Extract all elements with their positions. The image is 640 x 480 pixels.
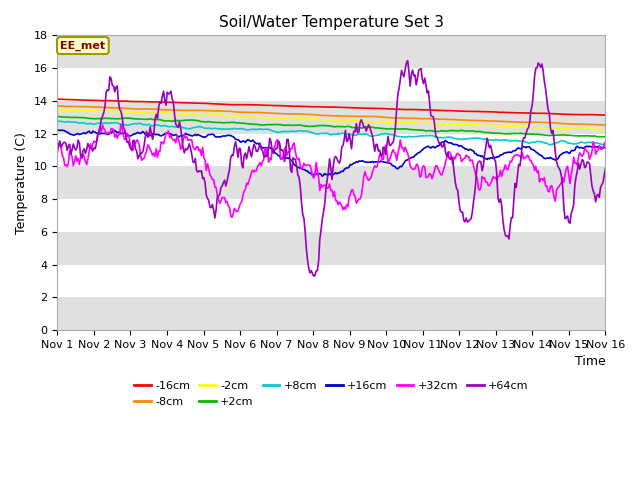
- Title: Soil/Water Temperature Set 3: Soil/Water Temperature Set 3: [219, 15, 444, 30]
- -16cm: [115, 98, 122, 104]
- -16cm: [145, 99, 153, 105]
- +16cm: [318, 173, 326, 179]
- +8cm: [602, 142, 609, 147]
- Line: -16cm: -16cm: [58, 99, 605, 115]
- Text: EE_met: EE_met: [60, 40, 106, 51]
- +16cm: [580, 144, 588, 150]
- Line: -2cm: -2cm: [58, 110, 605, 130]
- +8cm: [362, 132, 370, 137]
- Line: +8cm: +8cm: [58, 121, 605, 145]
- +8cm: [450, 136, 458, 142]
- +8cm: [145, 121, 153, 127]
- +16cm: [54, 128, 61, 133]
- +2cm: [450, 128, 458, 133]
- +16cm: [109, 127, 117, 133]
- +32cm: [452, 151, 460, 157]
- +64cm: [452, 185, 460, 191]
- -8cm: [362, 114, 370, 120]
- +16cm: [595, 144, 603, 150]
- Y-axis label: Temperature (C): Temperature (C): [15, 132, 28, 234]
- -2cm: [579, 126, 586, 132]
- +2cm: [362, 124, 370, 130]
- +32cm: [580, 146, 588, 152]
- Legend: -16cm, -8cm, -2cm, +2cm, +8cm, +16cm, +32cm, +64cm: -16cm, -8cm, -2cm, +2cm, +8cm, +16cm, +3…: [130, 377, 533, 411]
- Line: +64cm: +64cm: [58, 60, 605, 276]
- -2cm: [602, 127, 609, 132]
- +16cm: [452, 142, 460, 147]
- +2cm: [593, 134, 601, 140]
- -16cm: [593, 112, 601, 118]
- +8cm: [54, 118, 61, 124]
- -8cm: [602, 122, 609, 128]
- +64cm: [145, 133, 153, 139]
- -8cm: [579, 121, 586, 127]
- -8cm: [450, 117, 458, 122]
- +8cm: [580, 140, 588, 145]
- -8cm: [596, 122, 604, 128]
- +32cm: [228, 215, 236, 220]
- +2cm: [54, 114, 61, 120]
- +2cm: [594, 134, 602, 140]
- +32cm: [117, 121, 125, 127]
- Bar: [58, 36, 605, 68]
- Line: +16cm: +16cm: [58, 130, 605, 176]
- +64cm: [54, 149, 61, 155]
- -16cm: [602, 112, 609, 118]
- -8cm: [54, 103, 61, 109]
- +64cm: [115, 98, 122, 104]
- -16cm: [54, 96, 61, 102]
- Line: +2cm: +2cm: [58, 117, 605, 137]
- -2cm: [54, 107, 61, 113]
- +64cm: [404, 58, 412, 63]
- -2cm: [593, 126, 601, 132]
- +2cm: [145, 116, 153, 122]
- +64cm: [310, 273, 317, 279]
- +2cm: [579, 133, 586, 139]
- +32cm: [595, 143, 603, 148]
- +16cm: [602, 145, 609, 151]
- +32cm: [602, 139, 609, 145]
- +8cm: [115, 120, 122, 126]
- +32cm: [54, 141, 61, 147]
- +64cm: [602, 166, 609, 171]
- +32cm: [115, 132, 122, 137]
- -2cm: [450, 121, 458, 127]
- Bar: [58, 232, 605, 264]
- -16cm: [450, 108, 458, 114]
- -2cm: [115, 109, 122, 115]
- +16cm: [147, 132, 154, 138]
- +32cm: [365, 178, 372, 183]
- +2cm: [602, 134, 609, 140]
- +2cm: [115, 116, 122, 122]
- -8cm: [115, 105, 122, 111]
- +8cm: [594, 141, 602, 146]
- -2cm: [145, 110, 153, 116]
- Bar: [58, 101, 605, 133]
- -8cm: [593, 122, 601, 128]
- +8cm: [547, 142, 554, 148]
- -2cm: [362, 119, 370, 124]
- X-axis label: Time: Time: [575, 355, 605, 368]
- -16cm: [362, 105, 370, 111]
- +16cm: [365, 159, 372, 165]
- -16cm: [579, 112, 586, 118]
- Line: +32cm: +32cm: [58, 124, 605, 217]
- +32cm: [147, 147, 154, 153]
- Bar: [58, 167, 605, 199]
- +16cm: [116, 129, 124, 135]
- +64cm: [580, 165, 588, 170]
- -8cm: [145, 106, 153, 112]
- Bar: [58, 297, 605, 330]
- Line: -8cm: -8cm: [58, 106, 605, 125]
- +64cm: [595, 194, 603, 200]
- +64cm: [364, 125, 371, 131]
